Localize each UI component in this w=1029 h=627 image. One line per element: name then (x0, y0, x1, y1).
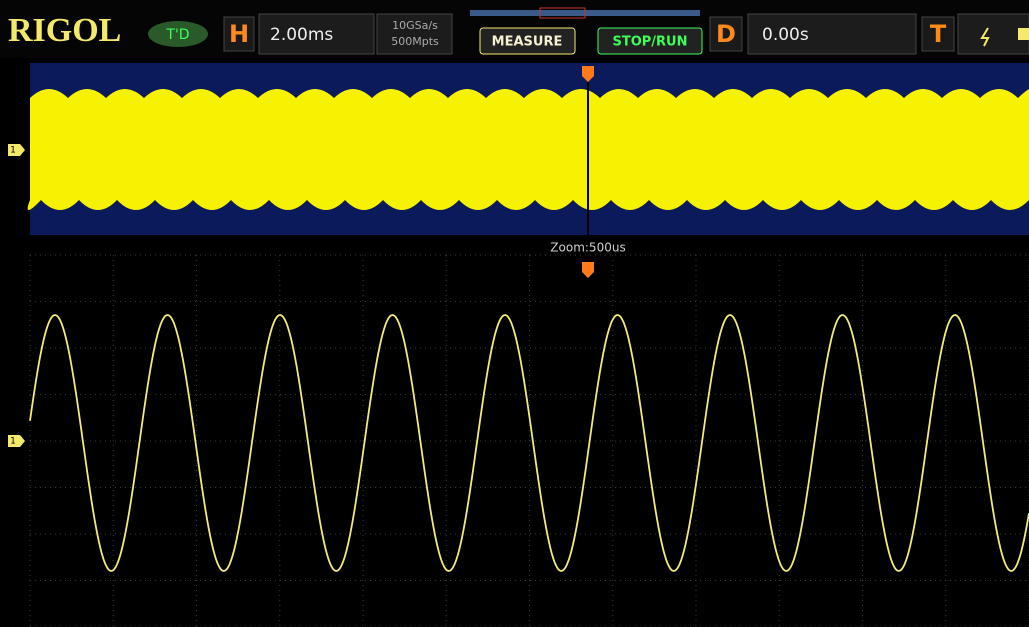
measure-label[interactable]: MEASURE (492, 35, 563, 50)
ch1-zoom-marker-text: 1 (10, 437, 16, 447)
ch1-marker-text: 1 (10, 146, 16, 156)
envelope-fill (28, 89, 1029, 210)
logo: RIGOL (8, 12, 121, 49)
oscilloscope-screen: RIGOL T'D H 2.00ms 10GSa/s 500Mpts MEASU… (0, 0, 1029, 627)
d-label: D (716, 20, 736, 48)
signal-envelope (28, 89, 1029, 210)
sample-rate: 10GSa/s (392, 19, 438, 32)
trigger-source (1018, 28, 1029, 40)
delay-value: 0.00s (762, 25, 809, 45)
zoom-label: Zoom:500us (550, 241, 625, 255)
timebase: 2.00ms (270, 25, 333, 45)
memory-depth: 500Mpts (391, 35, 439, 48)
h-label: H (229, 20, 249, 48)
stoprun-label[interactable]: STOP/RUN (612, 35, 687, 50)
t-label: T (930, 20, 947, 48)
mode-text: T'D (165, 27, 189, 43)
